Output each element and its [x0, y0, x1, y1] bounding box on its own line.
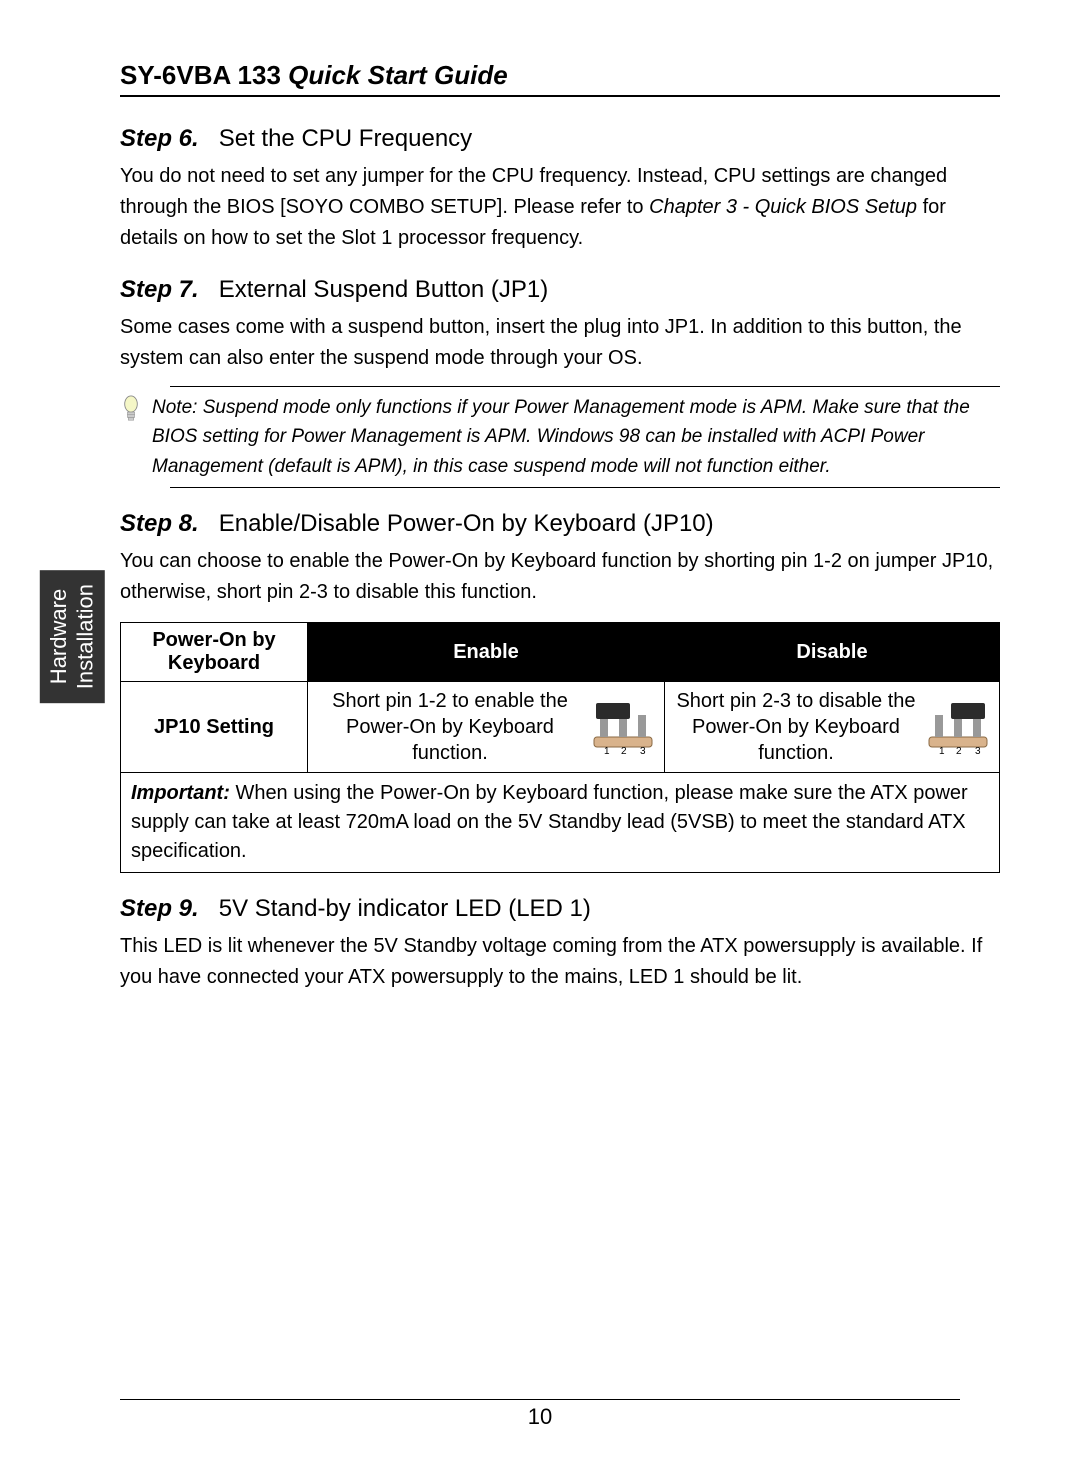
step7-heading: Step 7. External Suspend Button (JP1) [120, 276, 1000, 304]
step6-p4: Chapter 3 - Quick BIOS Setup [649, 196, 917, 218]
enable-text: Short pin 1-2 to enable the Power-On by … [318, 688, 582, 766]
jp10-table: Power-On by Keyboard Enable Disable JP10… [120, 622, 1000, 773]
step6-body: You do not need to set any jumper for th… [120, 161, 1000, 254]
svg-text:2: 2 [621, 746, 627, 755]
header-prefix: SY-6VBA 133 [120, 60, 288, 90]
page-number: 10 [120, 1399, 960, 1430]
important-box: Important: When using the Power-On by Ke… [120, 773, 1000, 873]
step6-p2: [SOYO COMBO SETUP] [280, 196, 502, 218]
col3-header: Disable [665, 623, 1000, 682]
svg-text:2: 2 [956, 746, 962, 755]
lightbulb-icon [122, 395, 140, 426]
step9-title: 5V Stand-by indicator LED (LED 1) [219, 895, 591, 922]
header-suffix: Quick Start Guide [288, 60, 508, 90]
important-label: Important: [131, 782, 235, 804]
step7-title: External Suspend Button (JP1) [219, 276, 549, 303]
page-container: SY-6VBA 133 Quick Start Guide Step 6. Se… [0, 0, 1080, 1470]
jumper-enable-icon: 1 2 3 [592, 699, 654, 755]
step8-label: Step 8. [120, 510, 199, 537]
step9-heading: Step 9. 5V Stand-by indicator LED (LED 1… [120, 895, 1000, 923]
step6-label: Step 6. [120, 125, 199, 152]
step9-body: This LED is lit whenever the 5V Standby … [120, 931, 1000, 993]
step6-title: Set the CPU Frequency [219, 125, 472, 152]
disable-text: Short pin 2-3 to disable the Power-On by… [675, 688, 917, 766]
note-text: Note: Suspend mode only functions if you… [152, 393, 1000, 481]
disable-cell: Short pin 2-3 to disable the Power-On by… [665, 682, 1000, 773]
note-label: Note: [152, 397, 203, 418]
col1-header: Power-On by Keyboard [121, 623, 308, 682]
row-label: JP10 Setting [121, 682, 308, 773]
table-header-row: Power-On by Keyboard Enable Disable [121, 623, 1000, 682]
svg-text:1: 1 [939, 746, 945, 755]
step8-body: You can choose to enable the Power-On by… [120, 546, 1000, 608]
svg-text:3: 3 [975, 746, 981, 755]
col2-header: Enable [308, 623, 665, 682]
content-area: Step 6. Set the CPU Frequency You do not… [120, 125, 1000, 993]
step7-body: Some cases come with a suspend button, i… [120, 312, 1000, 374]
header-title: SY-6VBA 133 Quick Start Guide [120, 60, 1000, 97]
step6-p3: . Please refer to [502, 196, 649, 218]
jumper-disable-icon: 1 2 3 [927, 699, 989, 755]
step6-heading: Step 6. Set the CPU Frequency [120, 125, 1000, 153]
enable-cell: Short pin 1-2 to enable the Power-On by … [308, 682, 665, 773]
step9-label: Step 9. [120, 895, 199, 922]
svg-text:1: 1 [604, 746, 610, 755]
note-block: Note: Suspend mode only functions if you… [170, 386, 1000, 488]
table-row: JP10 Setting Short pin 1-2 to enable the… [121, 682, 1000, 773]
step7-label: Step 7. [120, 276, 199, 303]
step8-heading: Step 8. Enable/Disable Power-On by Keybo… [120, 510, 1000, 538]
note-body: Suspend mode only functions if your Powe… [152, 397, 970, 477]
important-body: When using the Power-On by Keyboard func… [131, 782, 968, 862]
svg-text:3: 3 [640, 746, 646, 755]
step8-title: Enable/Disable Power-On by Keyboard (JP1… [219, 510, 714, 537]
